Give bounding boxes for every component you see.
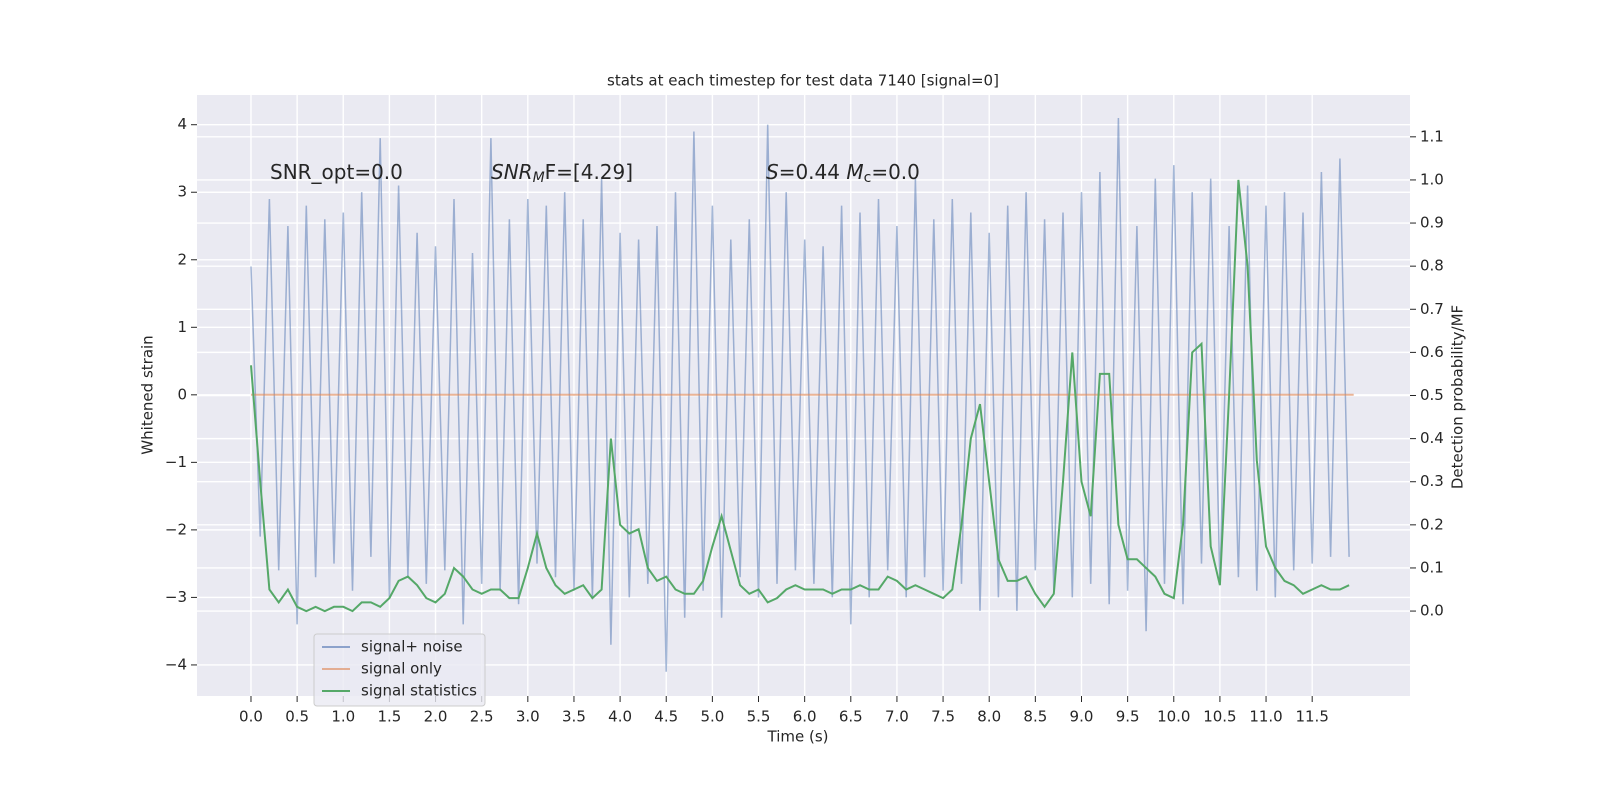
annotation-part: SNR_opt=0.0 (270, 160, 403, 184)
x-tick-label: 9.5 (1116, 708, 1140, 726)
y-tick-label: 0 (177, 385, 187, 403)
x-tick-label: 0.5 (285, 708, 309, 726)
series-line (250, 179, 1350, 613)
annotation-part: c (864, 170, 872, 186)
legend-box (313, 633, 486, 707)
y-tick-label: −4 (165, 655, 187, 673)
x-tick-label: 7.5 (931, 708, 955, 726)
x-tick-label: 1.5 (377, 708, 401, 726)
annotation-part: SNR (491, 160, 533, 184)
y-tick-label: −2 (165, 520, 187, 538)
annotation-part: S (766, 160, 779, 184)
x-tick-label: 3.0 (516, 708, 540, 726)
y2-tick-label: 0.3 (1420, 472, 1444, 490)
x-tick-label: 11.0 (1249, 708, 1282, 726)
y2-tick-label: 0.0 (1420, 602, 1444, 620)
y-tick-label: 2 (177, 250, 187, 268)
x-tick-label: 4.0 (608, 708, 632, 726)
y2-tick-label: 1.1 (1420, 127, 1444, 145)
legend-label: signal+ noise (361, 638, 463, 656)
x-tick-label: 10.5 (1203, 708, 1236, 726)
x-tick-label: 3.5 (562, 708, 586, 726)
x-tick-label: 8.5 (1023, 708, 1047, 726)
y2-tick-label: 0.9 (1420, 214, 1444, 232)
x-tick-label: 7.0 (885, 708, 909, 726)
x-tick-label: 9.0 (1070, 708, 1094, 726)
y2-tick-label: 0.5 (1420, 386, 1444, 404)
x-tick-label: 6.5 (839, 708, 863, 726)
y2-tick-label: 0.4 (1420, 429, 1444, 447)
x-axis-label: Time (s) (767, 728, 829, 746)
x-tick-label: 10.0 (1157, 708, 1190, 726)
legend-label: signal only (361, 660, 442, 678)
y-tick-label: 3 (177, 183, 187, 201)
annotation: SNR_opt=0.0 (270, 160, 403, 184)
x-tick-label: 5.0 (700, 708, 724, 726)
y2-tick-label: 1.0 (1420, 170, 1444, 188)
chart-title: stats at each timestep for test data 714… (607, 72, 999, 90)
y-tick-label: 4 (177, 115, 187, 133)
x-tick-label: 2.0 (424, 708, 448, 726)
annotation-part: =0.44 (779, 160, 847, 184)
series-line (250, 117, 1350, 672)
x-tick-label: 5.5 (747, 708, 771, 726)
y-tick-label: −3 (165, 588, 187, 606)
x-tick-label: 1.0 (331, 708, 355, 726)
annotation-part: F=[4.29] (545, 160, 633, 184)
annotation: S=0.44 Mc=0.0 (766, 160, 920, 187)
y2-tick-label: 0.6 (1420, 343, 1444, 361)
annotation: SNRMF=[4.29] (491, 160, 633, 187)
annotation-part: =0.0 (871, 160, 920, 184)
y2-tick-label: 0.2 (1420, 515, 1444, 533)
annotation-part: M (533, 170, 545, 186)
annotation-part: M (846, 160, 863, 184)
x-tick-label: 4.5 (654, 708, 678, 726)
x-tick-label: 11.5 (1295, 708, 1328, 726)
y2-axis-label: Detection probability/MF (1449, 305, 1467, 489)
x-tick-label: 6.0 (793, 708, 817, 726)
legend-label: signal statistics (361, 682, 477, 700)
x-tick-label: 2.5 (470, 708, 494, 726)
y-tick-label: 1 (177, 318, 187, 336)
y-axis-label: Whitened strain (139, 335, 157, 454)
x-tick-label: 8.0 (977, 708, 1001, 726)
y2-tick-label: 0.7 (1420, 300, 1444, 318)
y2-tick-label: 0.8 (1420, 257, 1444, 275)
y-tick-label: −1 (165, 453, 187, 471)
x-tick-label: 0.0 (239, 708, 263, 726)
y2-tick-label: 0.1 (1420, 558, 1444, 576)
